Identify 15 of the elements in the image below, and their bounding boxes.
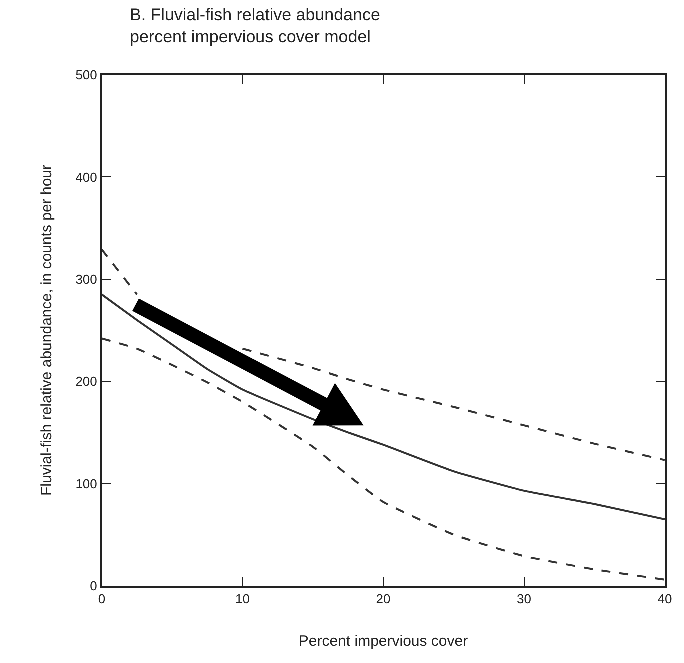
y-axis-title: Fluvial-fish relative abundance, in counts per hour [38, 164, 56, 496]
y-tick-label: 500 [76, 68, 98, 83]
y-tick-label: 0 [90, 578, 98, 594]
x-axis-title: Percent impervious cover [298, 633, 468, 650]
x-tick-label: 20 [376, 592, 391, 607]
chart-title: B. Fluvial-fish relative abundance percent impervious cover model [130, 5, 380, 46]
x-tick-label: 10 [236, 592, 250, 607]
y-tick-label: 100 [76, 476, 98, 492]
x-tick-label: 30 [517, 592, 532, 607]
line-series [102, 294, 665, 521]
y-tick-label: 300 [76, 272, 98, 287]
y-tick-label: 200 [76, 374, 98, 390]
y-tick-label: 400 [76, 170, 98, 185]
x-tick-label: 40 [658, 592, 672, 607]
line-series [102, 338, 665, 581]
